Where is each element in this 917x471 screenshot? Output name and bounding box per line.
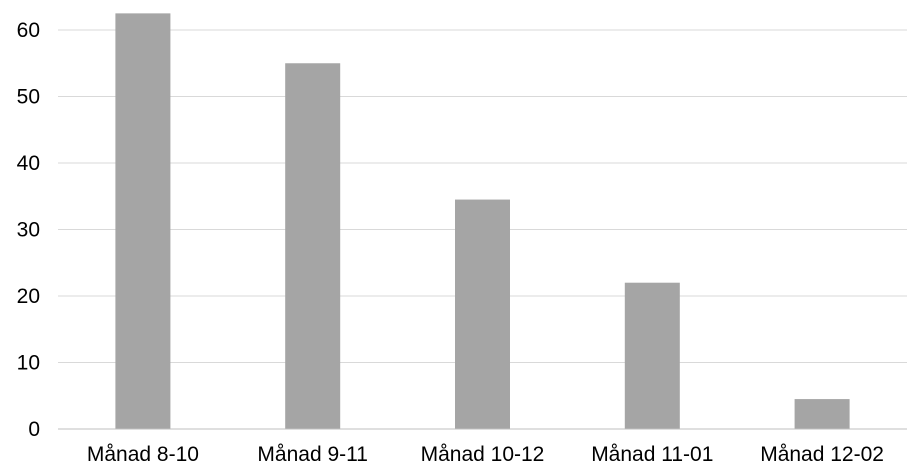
x-category-label-3: Månad 10-12 xyxy=(421,443,545,466)
y-tick-label-0: 0 xyxy=(28,418,40,441)
bars xyxy=(115,13,850,429)
bar-3[interactable] xyxy=(455,199,510,429)
bar-2[interactable] xyxy=(285,63,341,429)
x-category-label-4: Månad 11-01 xyxy=(591,443,713,466)
x-axis-category-labels: Månad 8-10 Månad 9-11 Månad 10-12 Månad 11-… xyxy=(87,443,884,466)
y-tick-label-60: 60 xyxy=(17,19,40,42)
y-tick-label-30: 30 xyxy=(17,219,40,242)
bar-4[interactable] xyxy=(624,282,680,429)
y-tick-label-50: 50 xyxy=(17,86,40,109)
x-category-label-5: Månad 12-02 xyxy=(760,443,884,466)
y-axis-tick-labels: 0 10 20 30 40 50 60 xyxy=(17,19,40,441)
bar-5[interactable] xyxy=(794,399,850,429)
x-category-label-1: Månad 8-10 xyxy=(87,443,199,466)
y-tick-label-10: 10 xyxy=(17,352,40,375)
x-category-label-2: Månad 9-11 xyxy=(257,443,368,466)
y-tick-label-20: 20 xyxy=(17,285,40,308)
y-tick-label-40: 40 xyxy=(17,152,40,175)
bar-1[interactable] xyxy=(115,13,171,429)
